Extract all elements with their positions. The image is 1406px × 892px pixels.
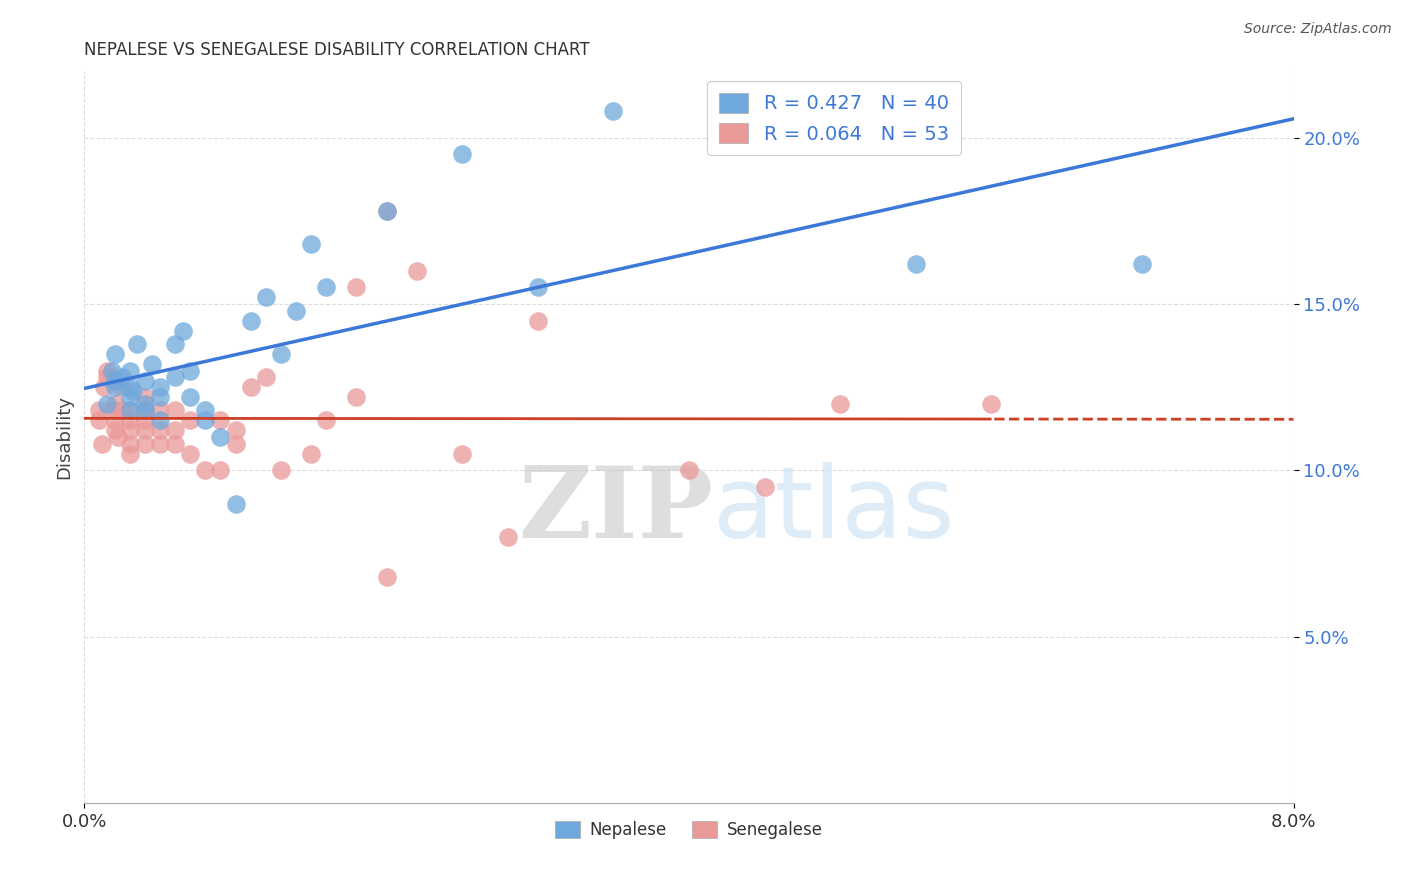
Point: [104, 424, 127, 438]
Point: [134, 424, 156, 438]
Point: [149, 403, 172, 417]
Text: atlas: atlas: [713, 462, 955, 558]
Point: [118, 363, 141, 377]
Point: [118, 403, 141, 417]
Point: [96, 370, 118, 384]
Point: [111, 403, 134, 417]
Point: [104, 413, 127, 427]
Point: [165, 337, 187, 351]
Point: [375, 570, 398, 584]
Text: ZIP: ZIP: [519, 462, 713, 558]
Point: [104, 403, 127, 417]
Point: [678, 463, 700, 477]
Point: [104, 397, 127, 411]
Text: NEPALESE VS SENEGALESE DISABILITY CORRELATION CHART: NEPALESE VS SENEGALESE DISABILITY CORREL…: [84, 41, 591, 59]
Point: [179, 413, 201, 427]
Point: [118, 436, 141, 450]
Point: [225, 436, 247, 450]
Point: [118, 390, 141, 404]
Point: [527, 280, 550, 294]
Point: [89, 403, 111, 417]
Point: [209, 413, 232, 427]
Point: [375, 204, 398, 219]
Point: [315, 413, 337, 427]
Point: [100, 363, 122, 377]
Point: [111, 380, 134, 394]
Point: [904, 257, 927, 271]
Point: [194, 463, 217, 477]
Point: [149, 390, 172, 404]
Point: [104, 347, 127, 361]
Point: [96, 363, 118, 377]
Point: [451, 147, 474, 161]
Point: [254, 370, 277, 384]
Point: [111, 370, 134, 384]
Point: [254, 290, 277, 304]
Point: [118, 380, 141, 394]
Point: [239, 314, 262, 328]
Point: [496, 530, 519, 544]
Point: [118, 424, 141, 438]
Point: [93, 380, 115, 394]
Point: [134, 397, 156, 411]
Point: [118, 447, 141, 461]
Point: [299, 237, 322, 252]
Point: [602, 104, 624, 119]
Point: [346, 390, 368, 404]
Point: [118, 403, 141, 417]
Point: [96, 397, 118, 411]
Point: [270, 347, 292, 361]
Point: [121, 384, 143, 398]
Point: [134, 403, 156, 417]
Point: [134, 403, 156, 417]
Point: [134, 390, 156, 404]
Point: [179, 363, 201, 377]
Point: [980, 397, 1002, 411]
Point: [225, 424, 247, 438]
Legend: Nepalese, Senegalese: Nepalese, Senegalese: [548, 814, 830, 846]
Point: [451, 447, 474, 461]
Point: [91, 436, 114, 450]
Point: [406, 264, 429, 278]
Point: [209, 430, 232, 444]
Point: [104, 380, 127, 394]
Point: [149, 380, 172, 394]
Point: [754, 480, 776, 494]
Point: [149, 424, 172, 438]
Point: [172, 324, 194, 338]
Point: [127, 337, 149, 351]
Point: [141, 357, 163, 371]
Point: [179, 390, 201, 404]
Point: [104, 374, 127, 388]
Point: [165, 436, 187, 450]
Point: [346, 280, 368, 294]
Point: [225, 497, 247, 511]
Point: [107, 430, 129, 444]
Point: [270, 463, 292, 477]
Point: [299, 447, 322, 461]
Point: [165, 403, 187, 417]
Point: [375, 204, 398, 219]
Point: [285, 303, 308, 318]
Point: [134, 374, 156, 388]
Point: [149, 413, 172, 427]
Point: [118, 413, 141, 427]
Point: [165, 370, 187, 384]
Point: [179, 447, 201, 461]
Point: [194, 403, 217, 417]
Point: [194, 413, 217, 427]
Point: [89, 413, 111, 427]
Point: [315, 280, 337, 294]
Point: [209, 463, 232, 477]
Point: [134, 436, 156, 450]
Text: Source: ZipAtlas.com: Source: ZipAtlas.com: [1244, 22, 1392, 37]
Point: [1132, 257, 1154, 271]
Y-axis label: Disability: Disability: [55, 395, 73, 479]
Point: [239, 380, 262, 394]
Point: [149, 436, 172, 450]
Point: [830, 397, 852, 411]
Point: [527, 314, 550, 328]
Point: [165, 424, 187, 438]
Point: [134, 413, 156, 427]
